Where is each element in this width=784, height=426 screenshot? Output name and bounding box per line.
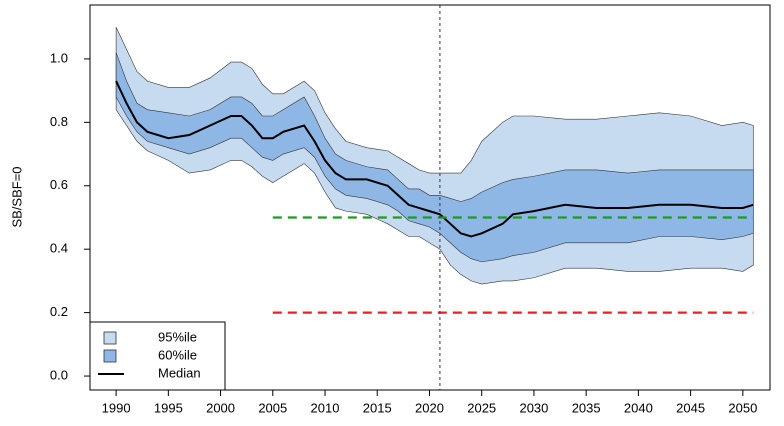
x-tick-label: 2000 [206, 400, 235, 415]
y-tick-label: 0.8 [50, 114, 68, 129]
median-line [115, 80, 754, 238]
x-tick-label: 2045 [676, 400, 705, 415]
x-tick-label: 2050 [728, 400, 757, 415]
y-tick-label: 0.6 [50, 177, 68, 192]
x-tick-label: 2025 [467, 400, 496, 415]
band [115, 52, 754, 263]
legend-label: 95%ile [158, 329, 197, 344]
x-tick-label: 1990 [102, 400, 131, 415]
legend-swatch [103, 331, 117, 345]
x-tick-label: 2015 [363, 400, 392, 415]
x-tick-label: 2035 [572, 400, 601, 415]
y-tick-label: 0.4 [50, 241, 68, 256]
y-tick-label: 0.0 [50, 367, 68, 382]
x-tick-label: 2005 [258, 400, 287, 415]
x-tick-label: 2030 [519, 400, 548, 415]
y-tick-label: 1.0 [50, 50, 68, 65]
x-tick-label: 1995 [154, 400, 183, 415]
x-tick-label: 2040 [624, 400, 653, 415]
band [115, 27, 754, 285]
x-tick-label: 2020 [415, 400, 444, 415]
plot-frame [89, 4, 771, 391]
legend-label: 60%ile [158, 347, 197, 362]
legend-swatch [103, 349, 117, 363]
legend-label: Median [158, 365, 201, 380]
y-axis-title: SB/SBF=0 [9, 166, 24, 227]
x-tick-label: 2010 [311, 400, 340, 415]
y-tick-label: 0.2 [50, 304, 68, 319]
